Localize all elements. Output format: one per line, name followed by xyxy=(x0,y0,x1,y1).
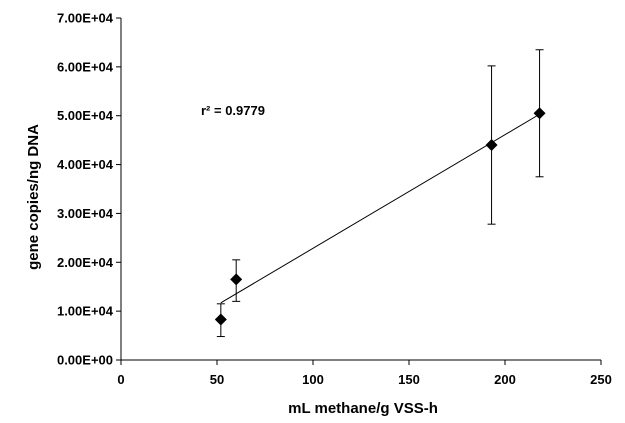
x-tick-label: 250 xyxy=(590,372,612,387)
data-point xyxy=(214,313,227,326)
data-point xyxy=(485,139,498,152)
x-axis-ticks: 0 50 100 150 200 250 xyxy=(117,360,612,387)
x-tick-label: 0 xyxy=(117,372,124,387)
y-axis-ticks: 0.00E+00 1.00E+04 2.00E+04 3.00E+04 4.00E+04… xyxy=(57,11,121,368)
y-tick-label: 6.00E+04 xyxy=(57,59,114,74)
data-point xyxy=(533,107,546,120)
y-tick-label: 0.00E+00 xyxy=(57,353,113,368)
x-tick-label: 100 xyxy=(302,372,324,387)
x-tick-label: 200 xyxy=(494,372,516,387)
x-tick-label: 50 xyxy=(210,372,224,387)
y-tick-label: 1.00E+04 xyxy=(57,304,114,319)
y-tick-label: 7.00E+04 xyxy=(57,11,114,26)
error-bars xyxy=(216,49,544,338)
x-tick-label: 150 xyxy=(398,372,420,387)
y-tick-label: 2.00E+04 xyxy=(57,255,114,270)
r-squared-annotation: r² = 0.9779 xyxy=(201,103,265,118)
data-points xyxy=(214,107,546,326)
axes xyxy=(120,18,601,361)
x-axis-title: mL methane/g VSS-h xyxy=(288,400,438,417)
y-axis-title: gene copies/ng DNA xyxy=(25,124,42,270)
y-tick-label: 4.00E+04 xyxy=(57,157,114,172)
y-tick-label: 5.00E+04 xyxy=(57,108,114,123)
y-tick-label: 3.00E+04 xyxy=(57,206,114,221)
data-point xyxy=(230,273,243,286)
